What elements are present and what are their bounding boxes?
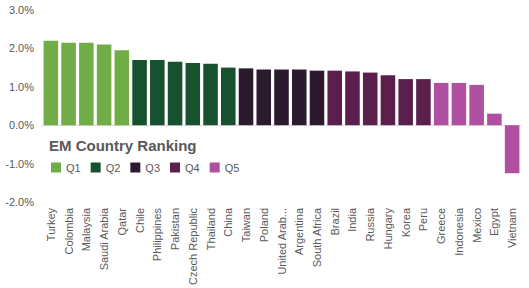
svg-text:Taiwan: Taiwan [240, 208, 252, 242]
svg-text:Greece: Greece [435, 208, 447, 244]
svg-text:Pakistan: Pakistan [169, 208, 181, 250]
svg-text:Q4: Q4 [185, 162, 200, 174]
svg-text:United Arab...: United Arab... [276, 208, 288, 275]
svg-text:Q1: Q1 [66, 162, 81, 174]
svg-text:Peru: Peru [417, 208, 429, 231]
svg-text:Brazil: Brazil [329, 208, 341, 236]
svg-text:Q2: Q2 [106, 162, 121, 174]
svg-text:Thailand: Thailand [205, 208, 217, 250]
svg-text:Q3: Q3 [145, 162, 160, 174]
svg-text:Saudi Arabia: Saudi Arabia [98, 207, 110, 270]
svg-text:Vietnam: Vietnam [506, 208, 518, 248]
svg-text:Mexico: Mexico [471, 208, 483, 243]
svg-text:Argentina: Argentina [293, 207, 305, 255]
svg-text:Q5: Q5 [225, 162, 240, 174]
svg-text:Russia: Russia [364, 207, 376, 242]
svg-text:South Africa: South Africa [311, 207, 323, 267]
svg-text:India: India [346, 207, 358, 232]
svg-text:3.0%: 3.0% [9, 4, 34, 16]
svg-text:1.0%: 1.0% [9, 81, 34, 93]
svg-text:Philippines: Philippines [151, 207, 163, 261]
svg-text:China: China [222, 207, 234, 237]
svg-text:Egypt: Egypt [488, 208, 500, 236]
svg-text:Indonesia: Indonesia [453, 207, 465, 256]
svg-text:Korea: Korea [400, 207, 412, 237]
svg-text:2.0%: 2.0% [9, 42, 34, 54]
svg-text:Turkey: Turkey [45, 207, 57, 241]
svg-text:Colombia: Colombia [63, 207, 75, 254]
svg-text:EM Country Ranking: EM Country Ranking [49, 137, 197, 154]
svg-text:Hungary: Hungary [382, 207, 394, 249]
svg-text:Chile: Chile [134, 208, 146, 233]
svg-text:Malaysia: Malaysia [80, 207, 92, 251]
svg-text:-1.0%: -1.0% [5, 158, 34, 170]
svg-text:Czech Republic: Czech Republic [187, 207, 199, 285]
svg-text:0.0%: 0.0% [9, 119, 34, 131]
svg-text:-2.0%: -2.0% [5, 196, 34, 208]
svg-text:Poland: Poland [258, 208, 270, 242]
svg-text:Qatar: Qatar [116, 208, 128, 236]
